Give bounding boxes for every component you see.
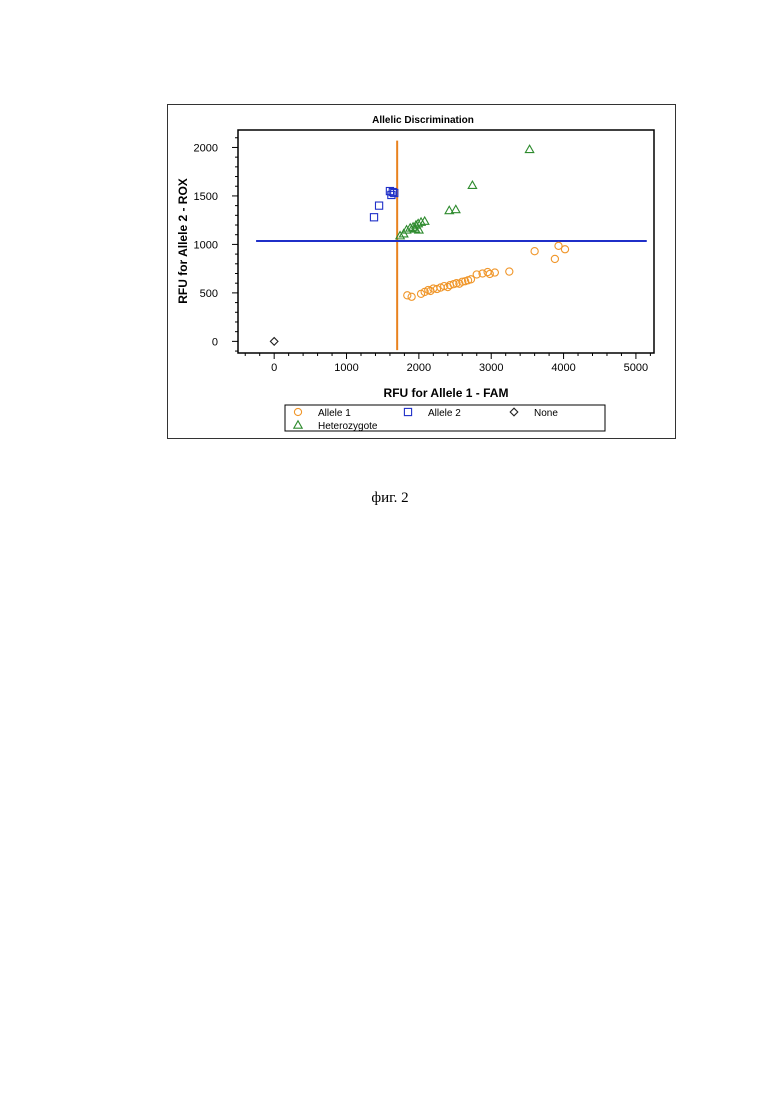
- x-tick-label: 4000: [551, 362, 575, 374]
- x-tick-label: 0: [271, 362, 277, 374]
- chart-svg: Allelic Discrimination 0 1000 2000 3000 4000…: [168, 105, 675, 438]
- x-axis-label: RFU for Allele 1 - FAM: [384, 386, 509, 400]
- x-tick-label: 5000: [624, 362, 648, 374]
- y-tick-label: 500: [200, 288, 218, 300]
- y-tick-label: 2000: [194, 142, 218, 154]
- chart-title: Allelic Discrimination: [372, 115, 474, 126]
- y-tick-label: 1500: [194, 191, 218, 203]
- legend-label-none: None: [534, 408, 558, 419]
- figure-caption: фиг. 2: [0, 490, 780, 507]
- y-tick-label: 0: [212, 336, 218, 348]
- legend-label-allele-1: Allele 1: [318, 408, 351, 419]
- x-tick-label: 3000: [479, 362, 503, 374]
- x-tick-label: 2000: [407, 362, 431, 374]
- allelic-discrimination-chart: Allelic Discrimination 0 1000 2000 3000 4000…: [167, 104, 676, 439]
- x-tick-label: 1000: [334, 362, 358, 374]
- y-tick-label: 1000: [194, 239, 218, 251]
- y-axis-label: RFU for Allele 2 - ROX: [176, 178, 190, 304]
- legend-label-heterozygote: Heterozygote: [318, 421, 378, 432]
- legend-label-allele-2: Allele 2: [428, 408, 461, 419]
